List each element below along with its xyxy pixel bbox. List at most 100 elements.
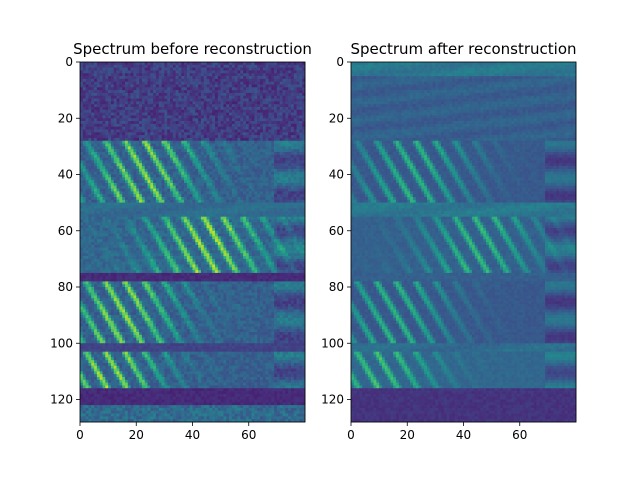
heatmap-cell — [141, 236, 146, 240]
heatmap-cell — [271, 73, 275, 77]
heatmap-cell — [161, 227, 165, 232]
heatmap-cell — [274, 101, 278, 105]
heatmap-cell — [240, 92, 244, 97]
heatmap-cell — [265, 171, 269, 175]
heatmap-cell — [229, 225, 233, 229]
heatmap-cell — [189, 180, 193, 184]
heatmap-cell — [170, 98, 174, 102]
heatmap-cell — [220, 87, 224, 91]
heatmap-cell — [110, 118, 115, 122]
heatmap-cell — [82, 107, 86, 111]
heatmap-cell — [99, 222, 103, 226]
heatmap-cell — [82, 157, 86, 161]
heatmap-cell — [223, 140, 227, 144]
heatmap-cell — [144, 188, 148, 192]
heatmap-cell — [184, 123, 188, 128]
heatmap-cell — [288, 205, 292, 209]
heatmap-cell — [296, 222, 300, 226]
heatmap-cell — [94, 137, 98, 142]
heatmap-cell — [290, 62, 295, 66]
heatmap-cell — [271, 104, 275, 108]
heatmap-cell — [220, 166, 224, 170]
heatmap-cell — [251, 208, 255, 212]
heatmap-cell — [127, 123, 131, 128]
heatmap-cell — [122, 76, 126, 80]
heatmap-cell — [153, 126, 157, 130]
heatmap-cell — [215, 227, 219, 232]
heatmap-cell — [237, 64, 241, 68]
heatmap-cell — [198, 126, 202, 130]
heatmap-cell — [217, 149, 221, 153]
heatmap-cell — [181, 180, 185, 184]
heatmap-cell — [99, 129, 103, 133]
heatmap-cell — [254, 216, 258, 220]
heatmap-cell — [302, 160, 306, 164]
heatmap-cell — [220, 154, 224, 158]
heatmap-cell — [116, 211, 120, 215]
heatmap-cell — [299, 98, 303, 102]
heatmap-cell — [209, 227, 213, 232]
heatmap-cell — [220, 78, 224, 83]
heatmap-cell — [153, 107, 157, 111]
heatmap-cell — [116, 78, 120, 83]
heatmap-cell — [99, 182, 103, 187]
heatmap-cell — [200, 171, 205, 175]
heatmap-cell — [203, 163, 207, 167]
heatmap-cell — [108, 233, 112, 237]
heatmap-cell — [189, 84, 193, 88]
heatmap-cell — [288, 81, 292, 85]
heatmap-cell — [276, 211, 281, 215]
heatmap-cell — [215, 177, 219, 181]
heatmap-cell — [251, 137, 255, 142]
heatmap-cell — [122, 213, 126, 218]
heatmap-cell — [186, 123, 191, 128]
heatmap-cell — [296, 76, 300, 80]
heatmap-cell — [226, 115, 230, 119]
heatmap-cell — [279, 87, 283, 91]
heatmap-cell — [150, 84, 154, 88]
heatmap-cell — [155, 177, 160, 181]
heatmap-cell — [178, 123, 182, 128]
heatmap-cell — [141, 84, 146, 88]
heatmap-cell — [299, 168, 303, 173]
heatmap-cell — [99, 87, 103, 91]
heatmap-cell — [178, 188, 182, 192]
heatmap-cell — [178, 62, 182, 66]
heatmap-cell — [282, 132, 286, 136]
heatmap-cell — [296, 84, 300, 88]
heatmap-cell — [189, 140, 193, 144]
heatmap-cell — [178, 149, 182, 153]
heatmap-cell — [172, 143, 176, 147]
heatmap-cell — [279, 84, 283, 88]
heatmap-cell — [144, 152, 148, 156]
heatmap-cell — [147, 67, 151, 71]
heatmap-cell — [265, 219, 269, 223]
heatmap-cell — [139, 219, 143, 223]
heatmap-cell — [198, 132, 202, 136]
heatmap-cell — [296, 219, 300, 223]
heatmap-cell — [302, 76, 306, 80]
heatmap-cell — [274, 230, 278, 234]
heatmap-cell — [296, 112, 300, 116]
heatmap-cell — [285, 166, 289, 170]
heatmap-cell — [181, 87, 185, 91]
heatmap-cell — [80, 149, 84, 153]
heatmap-cell — [153, 152, 157, 156]
heatmap-cell — [229, 81, 233, 85]
heatmap-cell — [139, 70, 143, 74]
heatmap-cell — [254, 230, 258, 234]
heatmap-cell — [223, 149, 227, 153]
heatmap-cell — [262, 73, 266, 77]
heatmap-cell — [243, 107, 247, 111]
heatmap-cell — [99, 81, 103, 85]
heatmap-cell — [206, 132, 210, 136]
heatmap-cell — [96, 101, 101, 105]
heatmap-cell — [237, 154, 241, 158]
heatmap-cell — [276, 168, 281, 173]
heatmap-cell — [116, 95, 120, 99]
heatmap-cell — [215, 78, 219, 83]
heatmap-cell — [85, 171, 89, 175]
heatmap-cell — [231, 152, 236, 156]
heatmap-cell — [82, 194, 86, 198]
heatmap-cell — [260, 132, 264, 136]
